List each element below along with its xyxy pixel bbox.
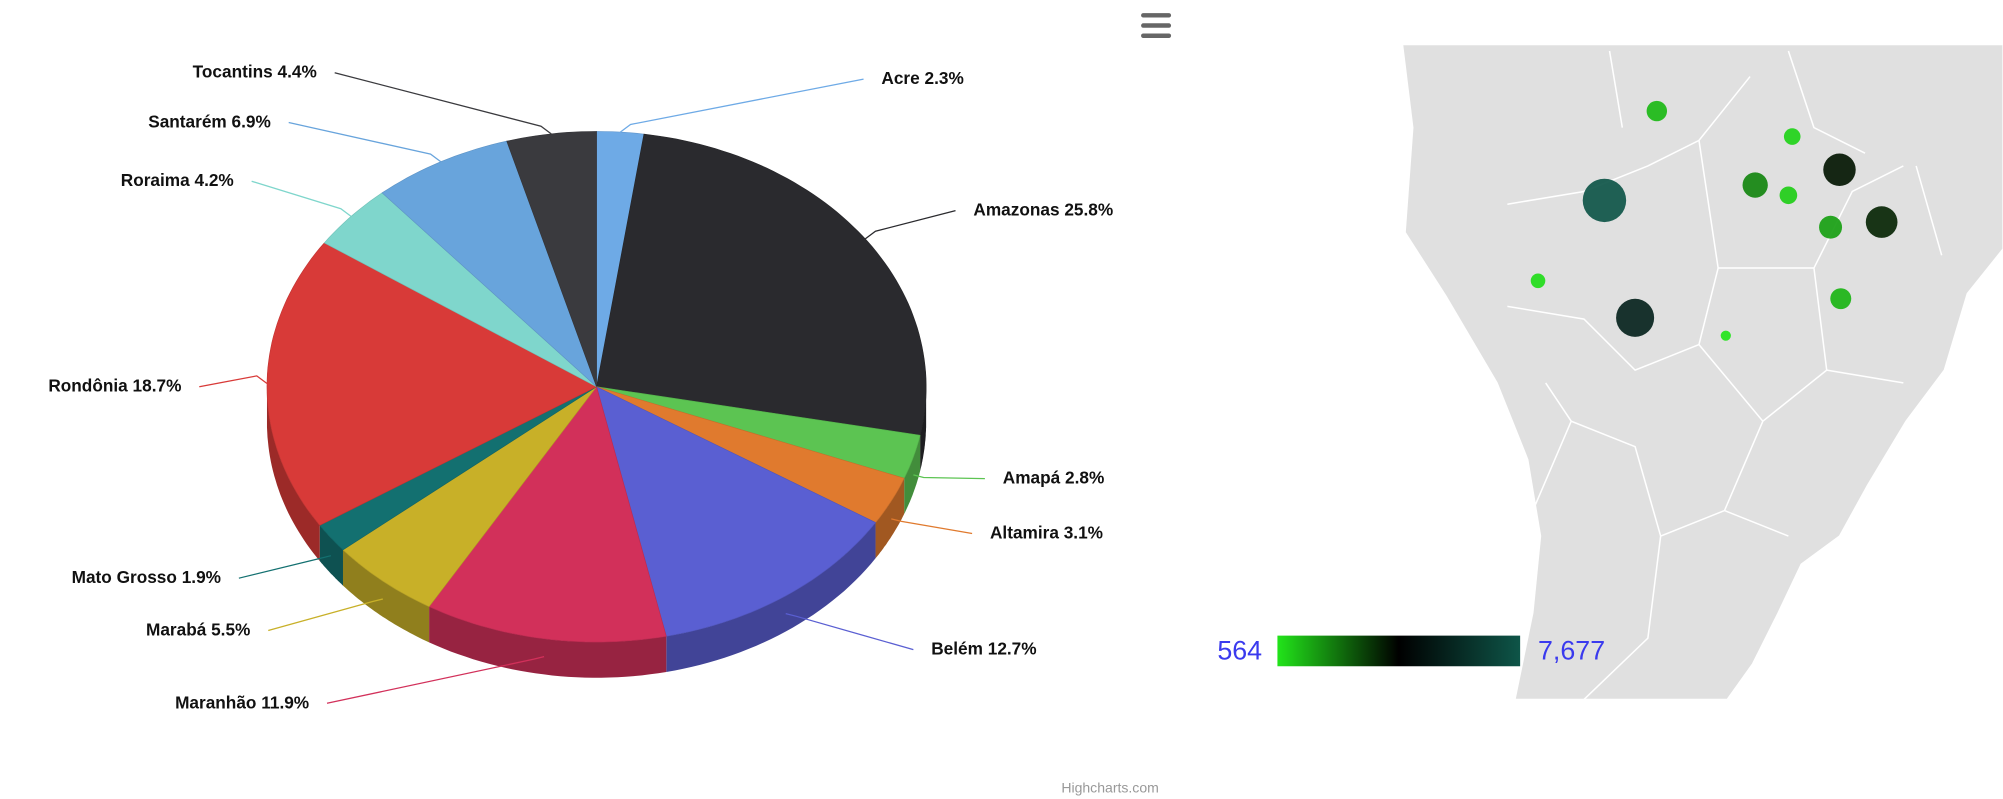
pie — [266, 131, 927, 678]
connector — [238, 555, 332, 579]
connector — [619, 78, 864, 133]
borders — [1507, 50, 1943, 700]
bubble — [1530, 273, 1546, 289]
label-name: Altamira — [990, 522, 1059, 542]
label-name: Amazonas — [973, 199, 1059, 219]
label-value: 4.2% — [195, 170, 234, 190]
color-legend-bar — [1277, 635, 1521, 667]
slice — [596, 386, 921, 479]
connector — [288, 121, 442, 163]
bubble — [1865, 206, 1898, 238]
slice-side — [875, 478, 905, 559]
connector — [326, 656, 545, 704]
legend-label: 7,677 — [1538, 635, 1605, 665]
label-value: 3.1% — [1064, 522, 1103, 542]
slice-side — [342, 549, 430, 643]
slice — [596, 386, 877, 637]
bubble — [1830, 288, 1852, 310]
credit[interactable]: Highcharts.com — [1061, 779, 1159, 795]
label-name: Tocantins — [193, 61, 273, 81]
data-label: Rondônia 18.7% — [48, 375, 181, 395]
pie-tops — [266, 131, 927, 643]
data-label: Mato Grosso 1.9% — [72, 567, 221, 587]
connector — [199, 375, 268, 388]
slice-side — [666, 522, 876, 673]
bubble — [1720, 330, 1731, 341]
bubble — [1582, 178, 1627, 223]
map — [1401, 44, 2003, 701]
slice — [266, 242, 598, 526]
bubble — [1823, 153, 1856, 186]
legend-label: 564 — [1217, 635, 1262, 665]
slice — [323, 192, 597, 388]
land — [1401, 44, 2003, 701]
label-name: Santarém — [148, 111, 227, 131]
label-value: 12.7% — [988, 638, 1037, 658]
data-label: Maranhão 11.9% — [175, 692, 309, 712]
data-label: Altamira 3.1% — [990, 522, 1103, 542]
label-name: Maranhão — [175, 692, 256, 712]
menu-button[interactable] — [1141, 13, 1172, 38]
data-label: Tocantins 4.4% — [193, 61, 317, 81]
bubble — [1646, 100, 1668, 122]
bubble — [1742, 172, 1768, 198]
label-value: 18.7% — [133, 375, 182, 395]
label-name: Marabá — [146, 619, 207, 639]
label-name: Rondônia — [48, 375, 128, 395]
slice-side — [266, 386, 320, 562]
data-label: Acre 2.3% — [881, 68, 963, 88]
slice — [319, 386, 597, 551]
slice — [596, 386, 905, 523]
label-value: 6.9% — [232, 111, 271, 131]
slice-side — [904, 435, 921, 514]
connector — [913, 474, 985, 480]
label-value: 2.3% — [925, 68, 964, 88]
bubble — [1819, 215, 1843, 239]
connector — [785, 613, 914, 651]
label-value: 2.8% — [1065, 467, 1104, 487]
label-name: Acre — [881, 68, 919, 88]
bubble — [1616, 298, 1655, 337]
label-name: Mato Grosso — [72, 567, 177, 587]
slice-side — [920, 386, 927, 471]
data-label: Marabá 5.5% — [146, 619, 250, 639]
label-value: 4.4% — [278, 61, 317, 81]
connector — [891, 518, 973, 535]
data-label: Santarém 6.9% — [148, 111, 271, 131]
label-name: Roraima — [121, 170, 190, 190]
connector — [334, 72, 552, 135]
connector — [864, 209, 956, 240]
label-value: 1.9% — [182, 567, 221, 587]
label-name: Amapá — [1003, 467, 1061, 487]
slice-side — [319, 525, 343, 586]
data-label: Roraima 4.2% — [121, 170, 234, 190]
data-label: Amazonas 25.8% — [973, 199, 1113, 219]
label-name: Belém — [931, 638, 983, 658]
connector — [268, 598, 384, 632]
connector — [251, 180, 352, 217]
bubble — [1783, 128, 1801, 145]
label-value: 11.9% — [261, 692, 309, 712]
data-label: Amapá 2.8% — [1003, 467, 1105, 487]
label-value: 25.8% — [1064, 199, 1113, 219]
slice — [596, 133, 927, 436]
slice — [342, 386, 597, 608]
pie-sides — [266, 386, 927, 678]
slice-side — [429, 606, 667, 678]
label-value: 5.5% — [211, 619, 250, 639]
bubble — [1779, 186, 1798, 205]
data-label: Belém 12.7% — [931, 638, 1036, 658]
slice — [428, 386, 667, 643]
